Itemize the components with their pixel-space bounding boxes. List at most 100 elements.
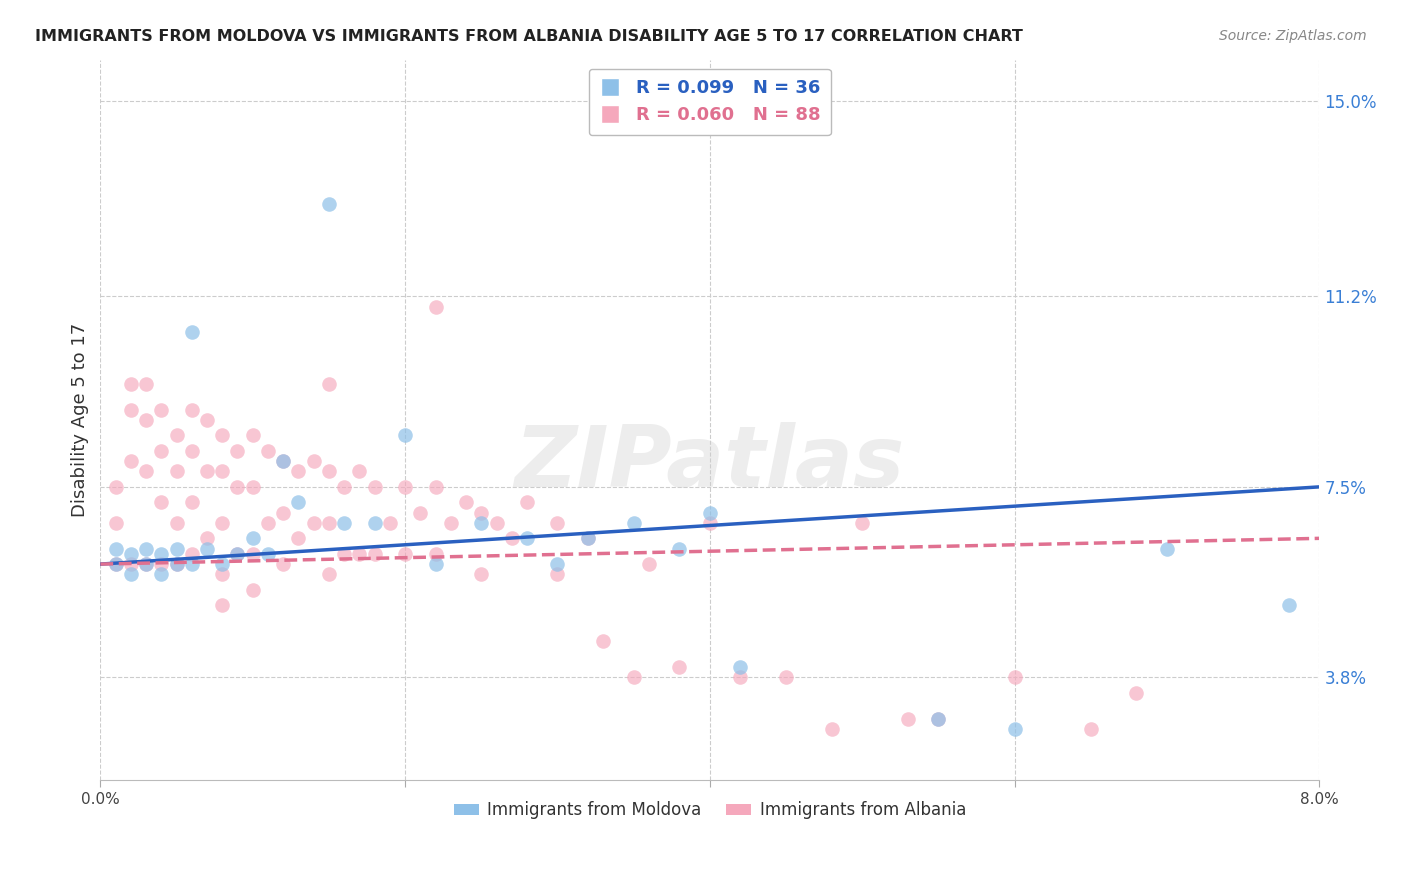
Point xyxy=(363,480,385,494)
Point xyxy=(333,547,356,561)
Point xyxy=(104,516,127,530)
Point xyxy=(1156,541,1178,556)
Point xyxy=(287,495,309,509)
Point xyxy=(120,402,142,417)
Point xyxy=(271,557,294,571)
Point xyxy=(302,516,325,530)
Text: ZIPatlas: ZIPatlas xyxy=(515,422,905,505)
Point xyxy=(775,670,797,684)
Point xyxy=(150,402,173,417)
Point xyxy=(257,443,280,458)
Text: Source: ZipAtlas.com: Source: ZipAtlas.com xyxy=(1219,29,1367,43)
Point xyxy=(668,660,690,674)
Point xyxy=(180,326,202,340)
Point xyxy=(104,541,127,556)
Point xyxy=(394,480,416,494)
Point xyxy=(302,454,325,468)
Legend: Immigrants from Moldova, Immigrants from Albania: Immigrants from Moldova, Immigrants from… xyxy=(447,795,973,826)
Point xyxy=(730,670,752,684)
Point xyxy=(485,516,508,530)
Point xyxy=(135,557,157,571)
Point xyxy=(195,541,218,556)
Point xyxy=(180,495,202,509)
Point xyxy=(851,516,873,530)
Point xyxy=(211,567,233,582)
Point xyxy=(699,516,721,530)
Point xyxy=(195,413,218,427)
Point xyxy=(180,402,202,417)
Point xyxy=(135,376,157,391)
Point xyxy=(409,506,432,520)
Point xyxy=(546,557,568,571)
Point xyxy=(623,516,645,530)
Point xyxy=(242,532,264,546)
Point xyxy=(195,532,218,546)
Point xyxy=(104,557,127,571)
Point xyxy=(226,547,249,561)
Point xyxy=(211,516,233,530)
Point xyxy=(120,376,142,391)
Point xyxy=(425,557,447,571)
Point xyxy=(378,516,401,530)
Point xyxy=(104,480,127,494)
Point xyxy=(271,454,294,468)
Point xyxy=(576,532,599,546)
Point xyxy=(226,547,249,561)
Point xyxy=(150,443,173,458)
Point xyxy=(821,722,844,736)
Point xyxy=(135,465,157,479)
Point xyxy=(287,532,309,546)
Point xyxy=(927,712,949,726)
Point xyxy=(287,465,309,479)
Point xyxy=(440,516,463,530)
Point xyxy=(668,541,690,556)
Point xyxy=(1278,599,1301,613)
Point xyxy=(242,428,264,442)
Point xyxy=(576,532,599,546)
Point xyxy=(333,516,356,530)
Point xyxy=(318,465,340,479)
Point xyxy=(150,495,173,509)
Point xyxy=(211,428,233,442)
Point xyxy=(897,712,920,726)
Point xyxy=(363,516,385,530)
Point xyxy=(135,541,157,556)
Point xyxy=(470,516,492,530)
Point xyxy=(394,547,416,561)
Point xyxy=(242,547,264,561)
Point xyxy=(135,413,157,427)
Point xyxy=(120,567,142,582)
Point xyxy=(226,443,249,458)
Point xyxy=(623,670,645,684)
Point xyxy=(425,480,447,494)
Point xyxy=(1004,722,1026,736)
Point xyxy=(546,516,568,530)
Point xyxy=(1004,670,1026,684)
Point xyxy=(180,547,202,561)
Point xyxy=(120,454,142,468)
Point xyxy=(425,300,447,314)
Point xyxy=(150,557,173,571)
Point xyxy=(166,465,188,479)
Point xyxy=(592,634,614,648)
Point xyxy=(166,557,188,571)
Point xyxy=(150,547,173,561)
Point xyxy=(166,428,188,442)
Point xyxy=(242,582,264,597)
Point xyxy=(257,547,280,561)
Point xyxy=(271,454,294,468)
Point xyxy=(271,506,294,520)
Point xyxy=(211,557,233,571)
Point xyxy=(470,567,492,582)
Point xyxy=(516,495,538,509)
Point xyxy=(318,196,340,211)
Point xyxy=(730,660,752,674)
Point xyxy=(546,567,568,582)
Text: IMMIGRANTS FROM MOLDOVA VS IMMIGRANTS FROM ALBANIA DISABILITY AGE 5 TO 17 CORREL: IMMIGRANTS FROM MOLDOVA VS IMMIGRANTS FR… xyxy=(35,29,1024,44)
Point xyxy=(638,557,661,571)
Point xyxy=(104,557,127,571)
Point xyxy=(135,557,157,571)
Point xyxy=(257,516,280,530)
Point xyxy=(699,506,721,520)
Point xyxy=(166,557,188,571)
